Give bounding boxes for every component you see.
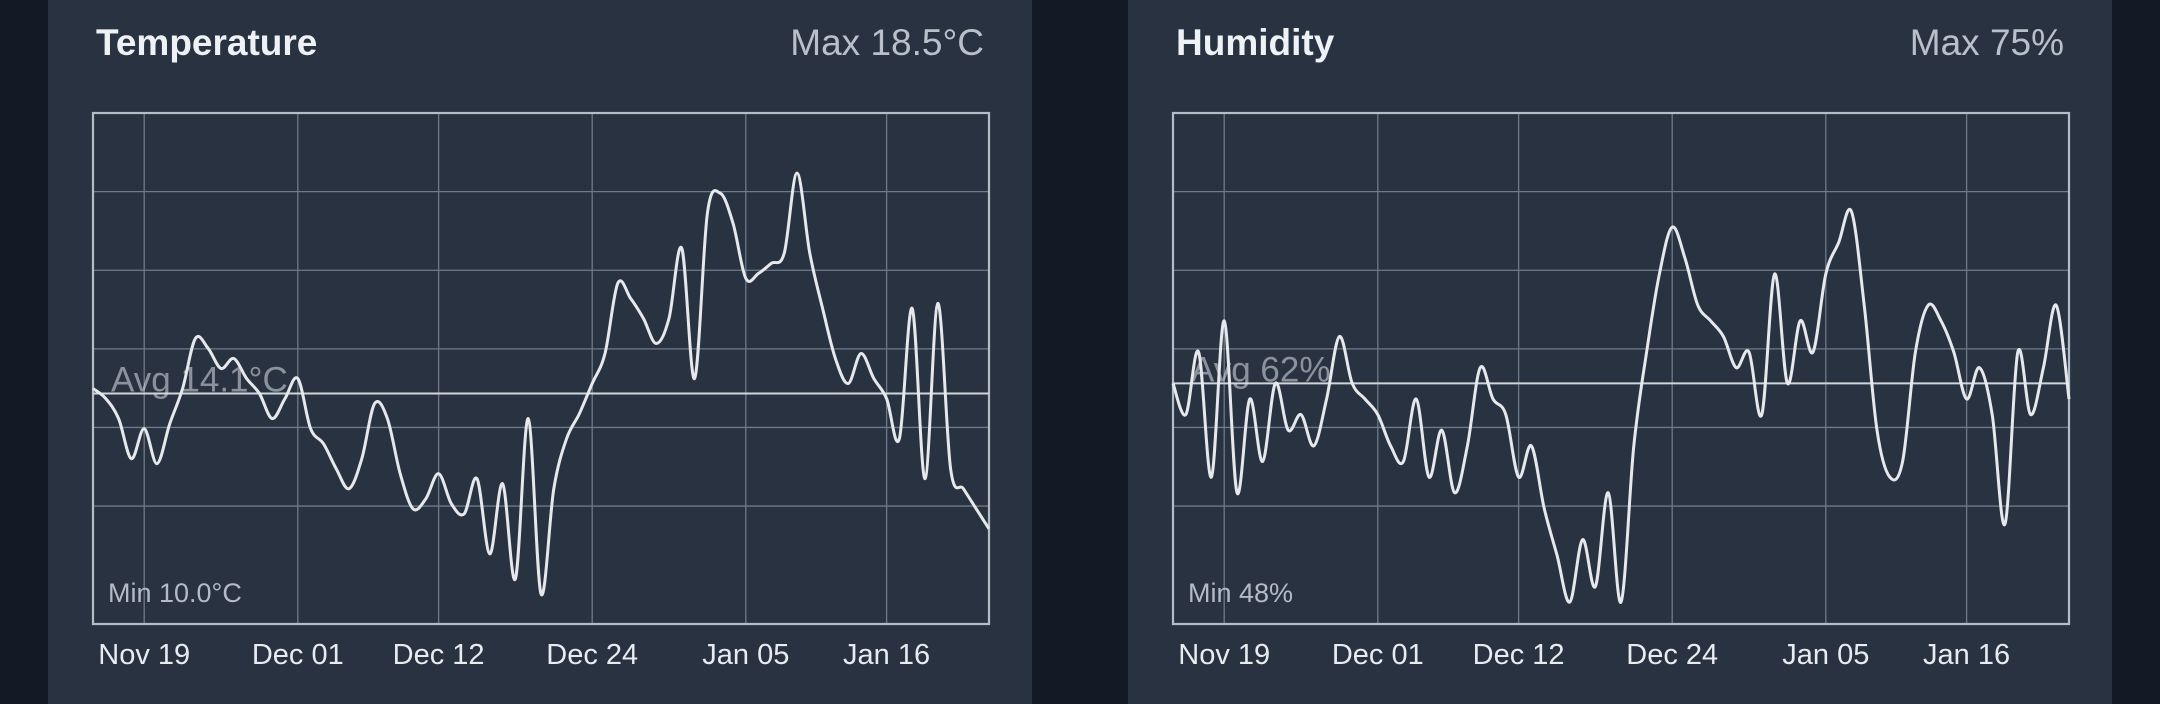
x-tick-label: Dec 01 (252, 639, 344, 671)
max-value: Max 75% (1909, 22, 2064, 63)
temperature-card: Temperature Max 18.5°C Avg 14.1°C Min 10.… (48, 0, 1032, 704)
series-line (92, 171, 991, 597)
x-tick-label: Dec 24 (1626, 639, 1718, 671)
plot-frame (1171, 111, 2071, 626)
average-label: Avg 62% (1191, 350, 1330, 389)
card-title: Humidity (1176, 22, 1335, 63)
max-value: Max 18.5°C (790, 22, 984, 63)
x-tick-label: Jan 16 (843, 639, 930, 671)
x-tick-label: Dec 12 (1473, 639, 1565, 671)
x-tick-label: Dec 01 (1332, 639, 1424, 671)
humidity-card: Humidity Max 75% Avg 62% Min 48% Nov 19 Dec… (1128, 0, 2112, 704)
x-tick-label: Dec 24 (546, 639, 638, 671)
average-label: Avg 14.1°C (111, 361, 288, 400)
min-label: Min 48% (1188, 578, 1293, 608)
x-tick-label: Jan 05 (702, 639, 789, 671)
plot-frame (91, 111, 991, 626)
min-label: Min 10.0°C (108, 578, 242, 608)
humidity-chart: Avg 62% Min 48% Nov 19 Dec 01 Dec 12 Dec 24 Ja… (1171, 111, 2071, 671)
card-title: Temperature (96, 22, 318, 63)
x-tick-label: Jan 16 (1923, 639, 2010, 671)
series-line (1171, 207, 2071, 604)
x-tick-label: Dec 12 (393, 639, 485, 671)
x-tick-label: Nov 19 (98, 639, 190, 671)
x-tick-label: Nov 19 (1178, 639, 1270, 671)
x-tick-label: Jan 05 (1782, 639, 1869, 671)
temperature-chart: Avg 14.1°C Min 10.0°C Nov 19 Dec 01 Dec 12 De… (91, 111, 991, 671)
